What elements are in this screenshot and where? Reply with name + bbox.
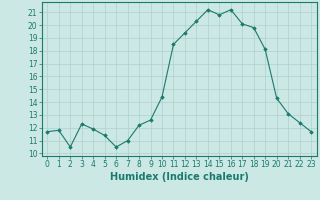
X-axis label: Humidex (Indice chaleur): Humidex (Indice chaleur)	[110, 172, 249, 182]
